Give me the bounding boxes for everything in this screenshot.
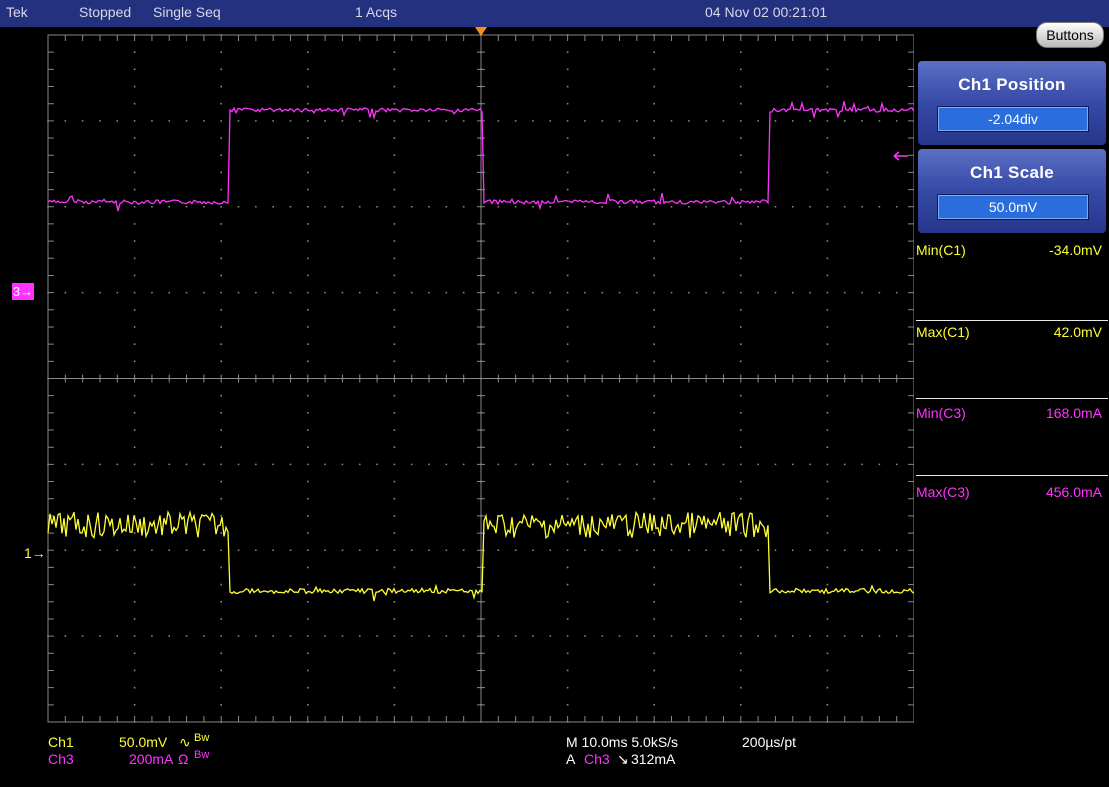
meas-max-c1: Max(C1) 42.0mV bbox=[916, 324, 1108, 344]
ch3-bw-label: Bw bbox=[194, 749, 210, 761]
brand-label: Tek bbox=[6, 4, 28, 20]
ch3-marker-label: 3 bbox=[12, 284, 21, 299]
ch3-scale-readout: 200mA bbox=[129, 751, 174, 767]
ch1-name: Ch1 bbox=[48, 734, 74, 750]
meas-min-c3: Min(C3) 168.0mA bbox=[916, 405, 1108, 425]
meas-value: 42.0mV bbox=[1053, 324, 1102, 340]
meas-divider bbox=[916, 475, 1108, 476]
meas-divider bbox=[916, 398, 1108, 399]
meas-value: 456.0mA bbox=[1045, 484, 1102, 500]
ch1-marker-label: 1 bbox=[24, 545, 32, 561]
meas-value: -34.0mV bbox=[1049, 242, 1102, 258]
meas-value: 168.0mA bbox=[1045, 405, 1102, 421]
meas-min-c1: Min(C1) -34.0mV bbox=[916, 242, 1108, 262]
trigger-prefix: A bbox=[566, 751, 576, 767]
acq-count: 1 Acqs bbox=[355, 4, 398, 20]
ch3-coupling-icon: Ω bbox=[178, 751, 189, 767]
trigger-slope-icon: ↘ bbox=[617, 751, 629, 767]
ch1-position-control[interactable]: Ch1 Position -2.04div bbox=[918, 61, 1106, 145]
meas-label: Min(C3) bbox=[916, 405, 966, 421]
ch1-scale-title: Ch1 Scale bbox=[970, 163, 1054, 182]
trigger-source: Ch3 bbox=[584, 751, 610, 767]
date-time: 04 Nov 02 00:21:01 bbox=[705, 4, 828, 20]
meas-label: Min(C1) bbox=[916, 242, 966, 258]
ch3-trace bbox=[47, 100, 915, 212]
ch1-position-value[interactable]: -2.04div bbox=[937, 106, 1089, 132]
ch1-scale-control[interactable]: Ch1 Scale 50.0mV bbox=[918, 149, 1106, 233]
ch1-bw-label: Bw bbox=[194, 732, 210, 744]
meas-max-c3: Max(C3) 456.0mA bbox=[916, 484, 1108, 504]
meas-divider bbox=[916, 320, 1108, 321]
status-bar: Tek Stopped Single Seq 1 Acqs 04 Nov 02 … bbox=[0, 0, 1109, 27]
buttons-button[interactable]: Buttons bbox=[1036, 22, 1104, 48]
ch1-scale-value[interactable]: 50.0mV bbox=[937, 194, 1089, 220]
resolution-readout: 200µs/pt bbox=[742, 734, 796, 750]
ch1-ground-marker[interactable]: 1→ bbox=[24, 545, 46, 561]
ch1-trace bbox=[47, 509, 915, 602]
ch3-level-arrow bbox=[893, 151, 908, 161]
timebase-readout: M 10.0ms 5.0kS/s bbox=[566, 734, 679, 750]
trigger-position-marker bbox=[475, 27, 487, 36]
meas-label: Max(C1) bbox=[916, 324, 970, 340]
ch3-name: Ch3 bbox=[48, 751, 74, 767]
ch1-position-title: Ch1 Position bbox=[958, 75, 1066, 94]
acq-state: Stopped bbox=[79, 4, 132, 20]
meas-label: Max(C3) bbox=[916, 484, 970, 500]
acq-mode: Single Seq bbox=[153, 4, 221, 20]
ch1-coupling-icon: ∿ bbox=[179, 734, 191, 750]
ch3-ground-marker[interactable]: 3→ bbox=[12, 283, 34, 300]
ch1-scale-readout: 50.0mV bbox=[119, 734, 168, 750]
trigger-level: 312mA bbox=[631, 751, 676, 767]
